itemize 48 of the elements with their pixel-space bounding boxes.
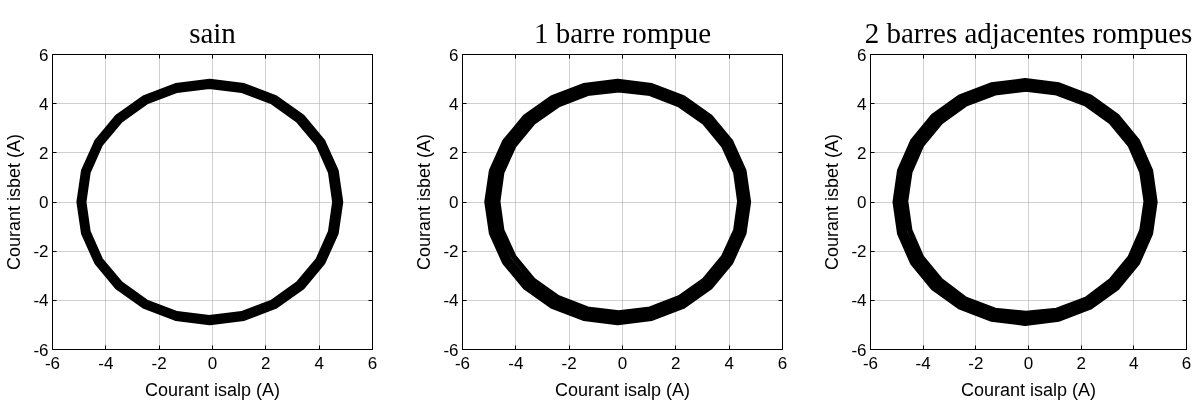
x-tick-label: -4 xyxy=(98,353,114,373)
y-axis-title: Courant isbet (A) xyxy=(4,133,25,271)
y-tick-label: 6 xyxy=(449,45,459,65)
x-tick-label: 2 xyxy=(671,353,681,373)
y-tick-label: 2 xyxy=(449,143,459,163)
x-tick-label: 6 xyxy=(367,353,378,373)
y-tick-label: 6 xyxy=(39,45,49,65)
x-axis-title: Courant isalp (A) xyxy=(144,379,281,400)
y-tick-label: -2 xyxy=(851,242,867,262)
x-tick-label: 0 xyxy=(1023,353,1034,373)
x-tick-label: 4 xyxy=(1129,353,1139,373)
y-tick-label: 0 xyxy=(39,193,49,212)
x-tick-label: 6 xyxy=(777,353,788,373)
x-axis-title: Courant isalp (A) xyxy=(960,379,1097,400)
y-axis-title: Courant isbet (A) xyxy=(822,133,843,271)
y-tick-label: -4 xyxy=(443,291,459,311)
chart-title: 1 barre rompue xyxy=(533,16,712,49)
chart-title: 2 barres adjacentes rompues xyxy=(864,16,1193,49)
x-tick-label: -2 xyxy=(968,353,984,373)
y-tick-label: 2 xyxy=(857,143,867,163)
y-tick-label: 2 xyxy=(39,143,49,163)
y-tick-label: -6 xyxy=(851,340,867,360)
x-tick-label: 4 xyxy=(724,353,734,373)
x-axis-title: Courant isalp (A) xyxy=(554,379,691,400)
y-tick-label: -4 xyxy=(851,291,867,311)
y-axis-title: Courant isbet (A) xyxy=(414,133,435,271)
y-tick-label: 0 xyxy=(449,193,459,212)
x-tick-label: -2 xyxy=(561,353,577,373)
x-tick-label: -2 xyxy=(151,353,167,373)
x-tick-label: 4 xyxy=(314,353,324,373)
y-tick-label: 4 xyxy=(39,94,49,114)
y-tick-label: 4 xyxy=(449,94,459,114)
x-tick-label: 0 xyxy=(207,353,218,373)
x-tick-label: 0 xyxy=(617,353,628,373)
y-tick-label: 4 xyxy=(857,94,867,114)
y-tick-label: -4 xyxy=(33,291,49,311)
y-tick-label: -6 xyxy=(443,340,459,360)
y-tick-label: 0 xyxy=(857,193,867,212)
x-tick-label: -4 xyxy=(508,353,524,373)
x-tick-label: 2 xyxy=(1076,353,1086,373)
y-tick-label: 6 xyxy=(857,45,867,65)
x-tick-label: 2 xyxy=(261,353,271,373)
x-tick-label: -4 xyxy=(915,353,931,373)
chart-title: sain xyxy=(189,16,237,49)
y-tick-label: -2 xyxy=(443,242,459,262)
x-tick-label: 6 xyxy=(1181,353,1192,373)
y-tick-label: -2 xyxy=(33,242,49,262)
y-tick-label: -6 xyxy=(33,340,49,360)
